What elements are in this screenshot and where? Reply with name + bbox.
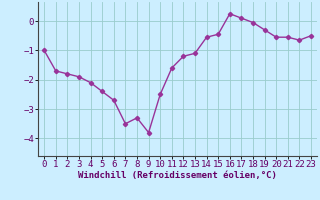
X-axis label: Windchill (Refroidissement éolien,°C): Windchill (Refroidissement éolien,°C) xyxy=(78,171,277,180)
